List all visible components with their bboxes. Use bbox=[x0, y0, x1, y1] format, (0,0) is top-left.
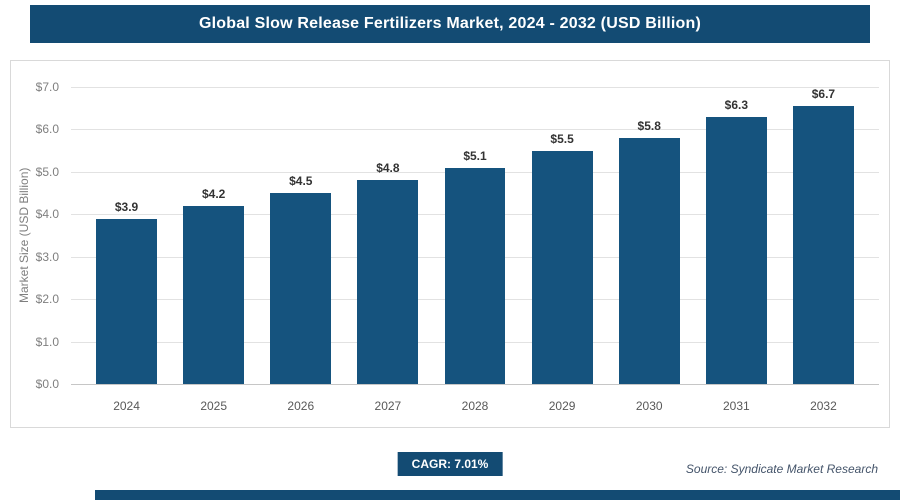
x-axis-label: 2028 bbox=[461, 399, 489, 413]
bar bbox=[531, 150, 593, 384]
bar-value-label: $6.3 bbox=[724, 97, 748, 112]
bar-value-label: $4.2 bbox=[201, 186, 226, 201]
x-axis-label: 2025 bbox=[200, 399, 228, 413]
bar-slot: $4.5 bbox=[257, 87, 344, 384]
chart-area: Market Size (USD Billion) $0.0 $1.0 $2.0 $3… bbox=[10, 60, 890, 428]
bar-slot: $4.8 bbox=[344, 87, 431, 384]
gridline bbox=[71, 129, 879, 131]
bar-slot: $6.3 bbox=[693, 87, 780, 384]
bar-slot: $5.1 bbox=[431, 87, 518, 384]
bars: $3.9 $4.2 $4.5 $4.8 $5.1 $5.5 $5.8 $6.3 $6.7 bbox=[71, 87, 879, 384]
plot-area: $3.9 $4.2 $4.5 $4.8 $5.1 $5.5 $5.8 $6.3 $6.7 bbox=[71, 87, 879, 385]
x-axis-label: 2027 bbox=[374, 399, 402, 413]
cagr-badge: CAGR: 7.01% bbox=[397, 452, 503, 476]
x-axis-labels: 2024 2025 2026 2027 2028 2029 2030 2031 2032 bbox=[71, 399, 879, 419]
x-axis-label: 2032 bbox=[810, 399, 837, 413]
x-axis-label: 2031 bbox=[722, 399, 750, 413]
bar-slot: $3.9 bbox=[83, 87, 170, 384]
bar-slot: $5.5 bbox=[519, 87, 606, 384]
x-axis-label: 2026 bbox=[287, 399, 315, 413]
x-axis-label: 2029 bbox=[548, 399, 576, 413]
x-axis-label: 2024 bbox=[113, 399, 140, 413]
bar-value-label: $5.8 bbox=[637, 118, 661, 133]
bar-slot: $4.2 bbox=[170, 87, 257, 384]
y-tick-label: $2.0 bbox=[35, 292, 59, 307]
bar bbox=[444, 167, 506, 384]
source-text: Source: Syndicate Market Research bbox=[685, 462, 878, 476]
y-tick-label: $4.0 bbox=[35, 207, 59, 222]
bar-value-label: $5.1 bbox=[463, 148, 487, 163]
bar-value-label: $4.8 bbox=[376, 161, 400, 176]
bar-slot: $6.7 bbox=[780, 87, 867, 384]
bar bbox=[357, 180, 419, 384]
bar-value-label: $5.5 bbox=[550, 131, 574, 146]
bar-value-label: $6.7 bbox=[811, 87, 836, 101]
y-tick-label: $7.0 bbox=[35, 80, 59, 94]
y-tick-label: $0.0 bbox=[35, 377, 59, 391]
y-axis-ticks: $0.0 $1.0 $2.0 $3.0 $4.0 $5.0 $6.0 $7.0 bbox=[11, 80, 67, 391]
x-axis-label: 2030 bbox=[635, 399, 663, 413]
bar bbox=[183, 205, 245, 384]
bar bbox=[96, 218, 158, 384]
y-tick-label: $1.0 bbox=[35, 334, 59, 349]
bar-value-label: $4.5 bbox=[289, 174, 313, 189]
y-tick-label: $6.0 bbox=[35, 122, 59, 137]
bar bbox=[705, 116, 767, 384]
chart-title: Global Slow Release Fertilizers Market, … bbox=[30, 5, 870, 43]
y-tick-label: $3.0 bbox=[35, 249, 59, 264]
gridline bbox=[71, 384, 879, 385]
bar bbox=[270, 193, 332, 384]
bar-slot: $5.8 bbox=[606, 87, 693, 384]
bar bbox=[618, 137, 680, 384]
gridline bbox=[71, 87, 879, 88]
bottom-strip bbox=[95, 490, 900, 500]
bar-value-label: $3.9 bbox=[114, 199, 139, 214]
y-tick-label: $5.0 bbox=[35, 164, 59, 179]
bar bbox=[792, 106, 854, 384]
